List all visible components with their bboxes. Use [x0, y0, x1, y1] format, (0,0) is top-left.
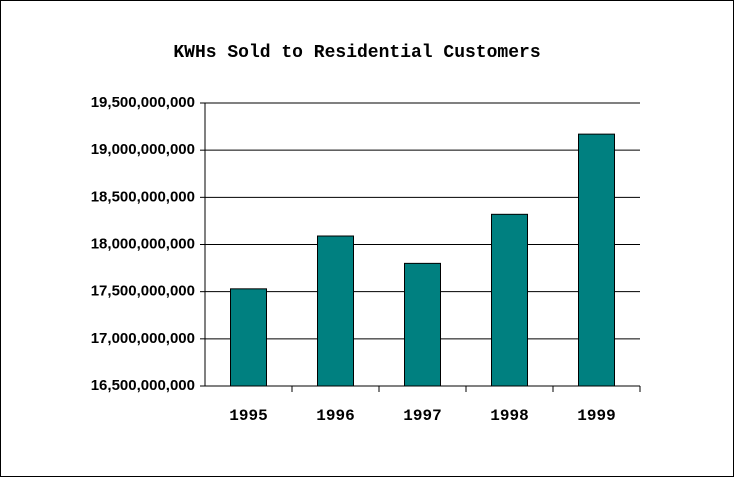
bar [578, 133, 615, 387]
bar [491, 213, 528, 387]
y-tick-label: 17,000,000,000 [91, 330, 195, 347]
x-tick-label: 1998 [490, 407, 528, 425]
y-tick-label: 19,000,000,000 [91, 141, 195, 158]
y-tick-label: 16,500,000,000 [91, 377, 195, 394]
bar [317, 235, 354, 387]
bar [230, 288, 267, 387]
x-tick-label: 1997 [403, 407, 441, 425]
chart-title: KWHs Sold to Residential Customers [173, 43, 540, 63]
y-tick-label: 17,500,000,000 [91, 283, 195, 300]
x-tick-label: 1996 [316, 407, 354, 425]
bar [404, 262, 441, 387]
x-tick-label: 1995 [229, 407, 267, 425]
y-tick-label: 19,500,000,000 [91, 94, 195, 111]
x-tick-label: 1999 [577, 407, 615, 425]
y-tick-label: 18,000,000,000 [91, 235, 195, 252]
y-tick-label: 18,500,000,000 [91, 188, 195, 205]
